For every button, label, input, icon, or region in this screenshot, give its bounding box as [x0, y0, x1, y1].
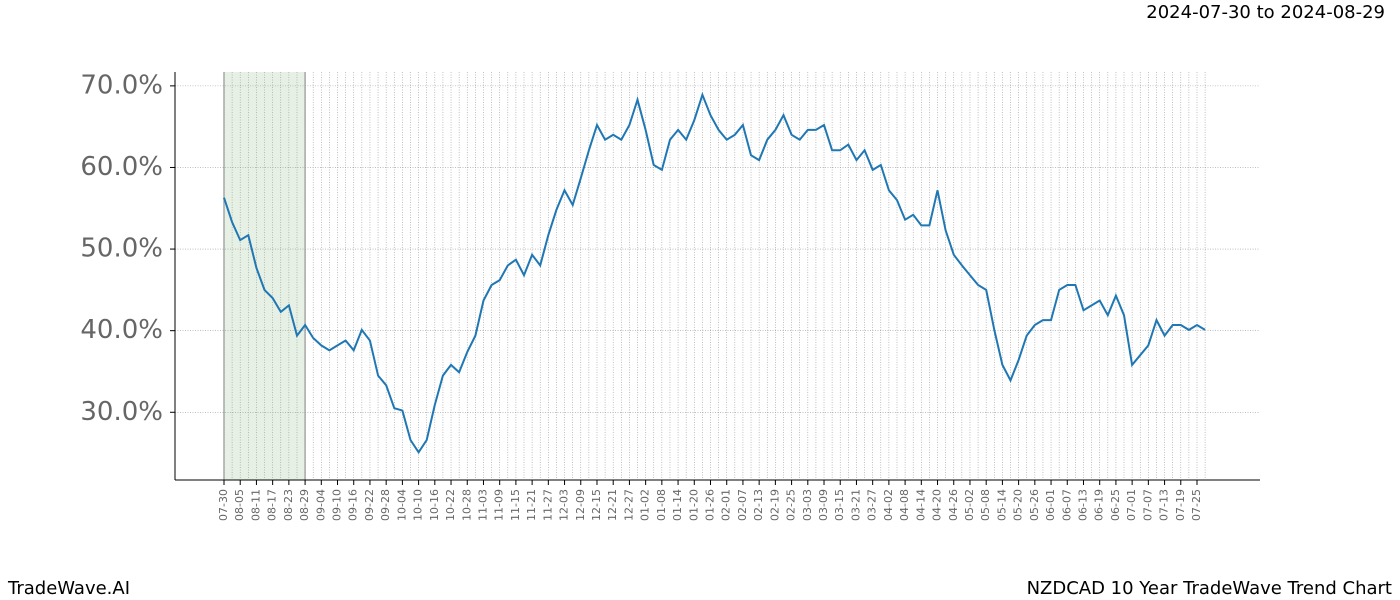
x-tick-label: 06-13 [1076, 489, 1089, 521]
x-tick-label: 11-03 [476, 489, 489, 521]
x-tick-label: 07-25 [1190, 489, 1203, 521]
y-tick-label: 30.0% [80, 397, 163, 427]
x-tick-label: 10-04 [395, 489, 408, 521]
x-tick-label: 04-20 [931, 489, 944, 521]
x-tick-label: 04-26 [947, 489, 960, 521]
x-tick-label: 06-25 [1109, 489, 1122, 521]
x-tick-label: 07-01 [1125, 489, 1138, 521]
x-tick-label: 01-08 [655, 489, 668, 521]
y-tick-label: 60.0% [80, 152, 163, 182]
x-tick-label: 09-10 [331, 489, 344, 521]
x-tick-label: 09-04 [314, 489, 327, 521]
x-tick-label: 08-29 [298, 489, 311, 521]
x-tick-label: 07-30 [217, 489, 230, 521]
x-tick-label: 07-07 [1141, 489, 1154, 521]
x-tick-label: 03-09 [817, 489, 830, 521]
x-tick-label: 06-19 [1093, 489, 1106, 521]
x-tick-label: 01-20 [687, 489, 700, 521]
x-tick-label: 12-15 [590, 489, 603, 521]
x-tick-label: 02-19 [768, 489, 781, 521]
x-tick-label: 04-14 [914, 489, 927, 521]
x-tick-label: 10-10 [412, 489, 425, 521]
y-tick-label: 70.0% [80, 70, 163, 100]
x-tick-label: 11-15 [509, 489, 522, 521]
x-tick-label: 06-01 [1044, 489, 1057, 521]
x-tick-label: 05-20 [1012, 489, 1025, 521]
x-tick-label: 02-01 [720, 489, 733, 521]
x-tick-label: 07-13 [1158, 489, 1171, 521]
x-tick-label: 03-21 [849, 489, 862, 521]
x-tick-label: 12-21 [606, 489, 619, 521]
x-tick-label: 09-22 [363, 489, 376, 521]
x-tick-label: 06-07 [1060, 489, 1073, 521]
x-tick-label: 09-16 [347, 489, 360, 521]
x-tick-label: 01-26 [704, 489, 717, 521]
x-tick-label: 11-21 [525, 489, 538, 521]
x-tick-label: 09-28 [379, 489, 392, 521]
x-tick-label: 10-22 [444, 489, 457, 521]
date-range: 2024-07-30 to 2024-08-29 [1146, 2, 1385, 23]
y-tick-label: 50.0% [80, 234, 163, 264]
x-tick-label: 10-28 [460, 489, 473, 521]
x-tick-label: 01-02 [639, 489, 652, 521]
x-tick-label: 01-14 [671, 489, 684, 521]
x-tick-label: 05-08 [979, 489, 992, 521]
x-tick-label: 02-07 [736, 489, 749, 521]
highlight-band [224, 72, 306, 480]
x-tick-label: 04-08 [898, 489, 911, 521]
x-tick-label: 04-02 [882, 489, 895, 521]
x-tick-label: 10-16 [428, 489, 441, 521]
x-tick-label: 11-09 [493, 489, 506, 521]
x-tick-label: 05-26 [1028, 489, 1041, 521]
x-tick-label: 11-27 [541, 489, 554, 521]
chart-caption: NZDCAD 10 Year TradeWave Trend Chart [1027, 578, 1392, 599]
x-tick-label: 08-05 [233, 489, 246, 521]
y-tick-label: 40.0% [80, 315, 163, 345]
brand: TradeWave.AI [7, 578, 130, 599]
x-tick-label: 03-15 [833, 489, 846, 521]
plot-background [175, 72, 1260, 480]
x-tick-label: 05-14 [995, 489, 1008, 521]
x-tick-label: 05-02 [963, 489, 976, 521]
x-tick-label: 03-03 [801, 489, 814, 521]
x-tick-label: 07-19 [1174, 489, 1187, 521]
x-tick-label: 12-03 [558, 489, 571, 521]
x-tick-label: 12-09 [574, 489, 587, 521]
x-tick-label: 12-27 [622, 489, 635, 521]
x-tick-label: 08-23 [282, 489, 295, 521]
x-tick-label: 03-27 [866, 489, 879, 521]
x-tick-label: 08-17 [266, 489, 279, 521]
trend-line [223, 91, 1206, 455]
x-tick-label: 02-25 [785, 489, 798, 521]
x-tick-label: 02-13 [752, 489, 765, 521]
x-tick-label: 08-11 [249, 489, 262, 521]
